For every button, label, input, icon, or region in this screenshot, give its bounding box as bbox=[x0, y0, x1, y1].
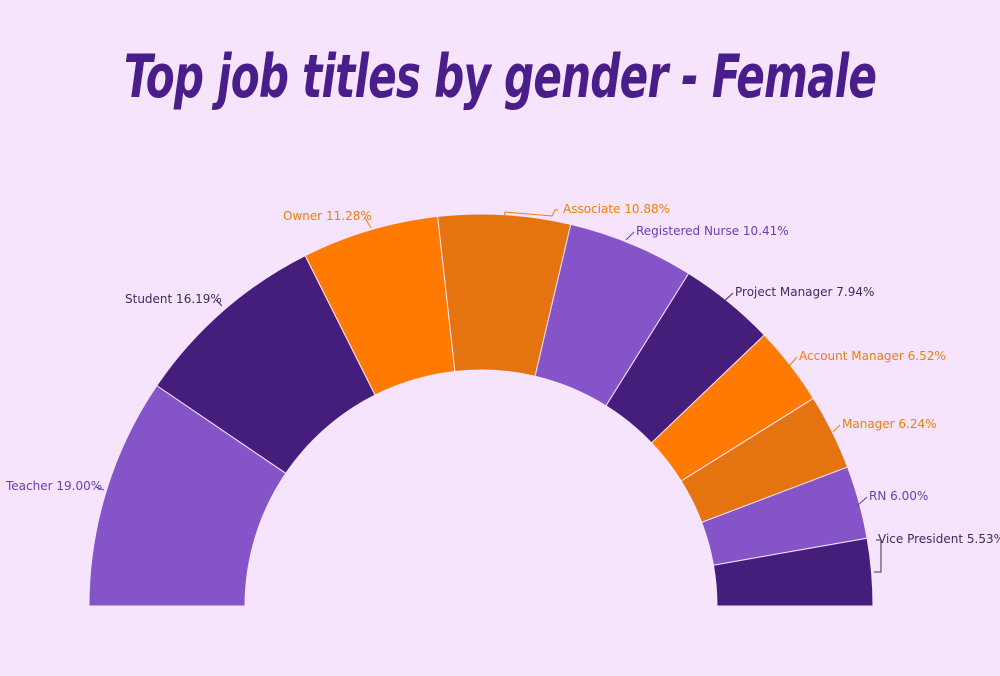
slice-label-owner: Owner 11.28% bbox=[283, 209, 372, 223]
leader-line-rn bbox=[856, 496, 868, 507]
chart-title: Top job titles by gender - Female bbox=[123, 42, 877, 112]
leader-line-student bbox=[215, 299, 223, 307]
slice-label-registered-nurse: Registered Nurse 10.41% bbox=[636, 224, 789, 238]
leader-line-manager bbox=[832, 424, 841, 433]
slice-label-associate: Associate 10.88% bbox=[563, 202, 670, 216]
leader-line-registered-nurse bbox=[625, 231, 635, 241]
slice-label-teacher: Teacher 19.00% bbox=[5, 479, 102, 493]
slice-label-student: Student 16.19% bbox=[125, 292, 222, 306]
slice-label-manager: Manager 6.24% bbox=[842, 417, 937, 431]
slice-label-account-manager: Account Manager 6.52% bbox=[799, 349, 946, 363]
leader-line-account-manager bbox=[788, 356, 798, 367]
leader-line-associate bbox=[503, 209, 558, 217]
slice-label-rn: RN 6.00% bbox=[869, 489, 928, 503]
leader-line-vice-president bbox=[874, 539, 882, 573]
leader-line-teacher bbox=[95, 486, 105, 491]
leader-line-owner bbox=[364, 217, 372, 229]
slice-label-project-manager: Project Manager 7.94% bbox=[735, 285, 874, 299]
slice-label-vice-president: Vice President 5.53% bbox=[878, 532, 1000, 546]
leader-line-project-manager bbox=[721, 292, 734, 304]
slice-vice-president[interactable] bbox=[712, 537, 874, 607]
